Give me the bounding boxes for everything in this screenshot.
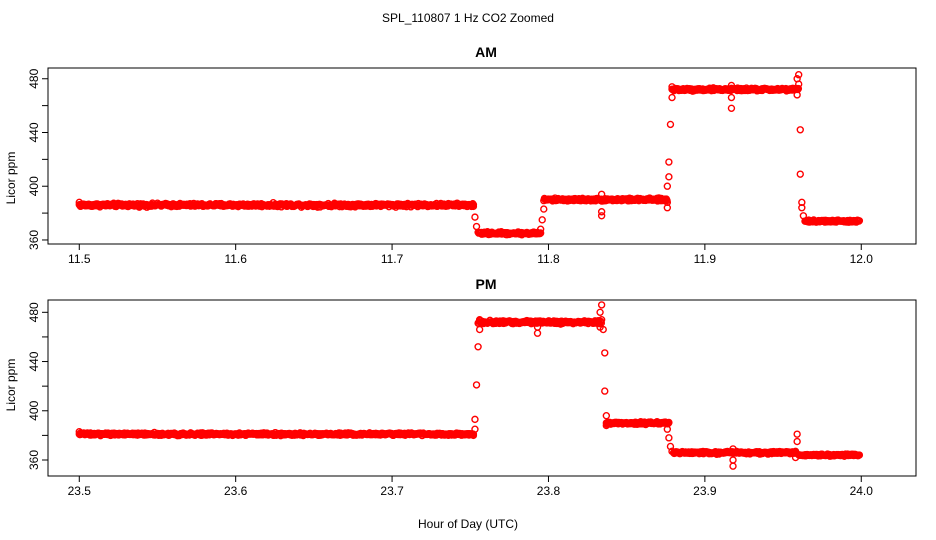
figure-suptitle: SPL_110807 1 Hz CO2 Zoomed: [382, 11, 554, 25]
data-point: [727, 104, 736, 113]
y-axis-label-pm: Licor ppm: [4, 359, 18, 412]
data-point: [597, 315, 606, 324]
y-tick-label: 480: [27, 302, 41, 322]
x-axis-am: 11.5 11.6 11.7 11.8 11.9 12.0: [68, 244, 873, 266]
data-point: [602, 411, 611, 420]
data-point: [472, 381, 481, 389]
y-axis-am: 360 400 440 480: [27, 68, 48, 250]
x-tick-label: 24.0: [850, 484, 874, 498]
data-point: [597, 301, 606, 309]
data-point: [596, 308, 604, 317]
data-point: [538, 216, 546, 224]
y-tick-label: 440: [27, 351, 41, 371]
data-point: [469, 202, 478, 211]
data-point: [666, 120, 675, 129]
data-point: [597, 212, 606, 220]
data-point: [855, 217, 864, 225]
data-point: [471, 415, 479, 424]
data-point: [597, 319, 606, 327]
scatter-series-am: [75, 71, 864, 239]
y-axis-label-am: Licor ppm: [4, 152, 18, 205]
y-tick-label: 400: [27, 176, 41, 196]
data-point: [75, 427, 83, 436]
data-point: [663, 182, 672, 190]
data-point: [727, 81, 736, 90]
y-tick-label: 440: [27, 122, 41, 142]
data-point: [668, 93, 676, 102]
data-point: [602, 421, 611, 430]
data-point: [536, 229, 545, 237]
data-point: [727, 93, 736, 102]
plot-frame-am: [47, 67, 917, 245]
data-point: [795, 71, 803, 79]
y-tick-label: 360: [27, 450, 41, 470]
y-tick-label: 400: [27, 400, 41, 420]
data-point: [540, 205, 548, 213]
data-point: [729, 462, 737, 470]
data-point: [668, 447, 676, 456]
scatter-series-pm: [75, 301, 864, 470]
data-point: [729, 456, 737, 464]
data-point: [533, 329, 542, 337]
data-point: [665, 173, 673, 181]
data-point: [665, 434, 673, 442]
chart-panel-am: AM Licor ppm 11.5 11.6 11.7 11.8 11.9 12.0 36…: [4, 44, 917, 266]
data-point: [793, 430, 801, 438]
y-tick-label: 480: [27, 68, 41, 88]
data-point: [597, 190, 606, 198]
data-point: [599, 325, 607, 334]
data-point: [536, 225, 545, 233]
x-tick-label: 23.8: [537, 484, 561, 498]
data-point: [668, 83, 676, 91]
data-point: [795, 80, 803, 88]
data-point: [474, 343, 482, 351]
data-point: [791, 447, 800, 456]
plot-frame-pm: [47, 299, 917, 477]
x-tick-label: 23.5: [68, 484, 92, 498]
data-point: [665, 158, 673, 166]
x-tick-label: 12.0: [850, 252, 874, 266]
x-tick-label: 11.6: [224, 252, 247, 266]
data-point: [601, 387, 609, 395]
data-point: [663, 198, 672, 207]
data-point: [597, 208, 606, 216]
x-tick-label: 11.5: [68, 252, 91, 266]
data-point: [855, 451, 864, 459]
chart-panel-pm: PM Licor ppm 23.5 23.6 23.7 23.8 23.9 24.0 36…: [4, 276, 917, 498]
data-point: [75, 198, 83, 207]
data-point: [799, 212, 808, 220]
data-point: [796, 170, 804, 178]
data-point: [472, 222, 481, 231]
x-axis-pm: 23.5 23.6 23.7 23.8 23.9 24.0: [68, 476, 874, 498]
chart-title-am: AM: [475, 44, 497, 60]
data-point: [471, 213, 479, 221]
x-tick-label: 23.6: [224, 484, 248, 498]
data-point: [663, 425, 672, 433]
data-point: [796, 126, 804, 134]
x-axis-label: Hour of Day (UTC): [418, 517, 518, 531]
x-tick-label: 11.8: [537, 252, 560, 266]
x-tick-label: 11.9: [694, 252, 717, 266]
data-point: [793, 91, 801, 99]
data-point: [601, 349, 609, 357]
data-point: [475, 325, 484, 334]
x-tick-label: 23.7: [380, 484, 404, 498]
data-point: [798, 204, 806, 212]
x-tick-label: 11.7: [381, 252, 404, 266]
y-tick-label: 360: [27, 230, 41, 250]
data-point: [665, 418, 673, 427]
data-point: [729, 445, 737, 453]
x-tick-label: 23.9: [693, 484, 717, 498]
data-point: [475, 315, 484, 324]
chart-title-pm: PM: [476, 276, 497, 292]
data-point: [471, 425, 479, 433]
y-axis-pm: 360 400 440 480: [27, 302, 48, 470]
data-point: [793, 437, 801, 446]
